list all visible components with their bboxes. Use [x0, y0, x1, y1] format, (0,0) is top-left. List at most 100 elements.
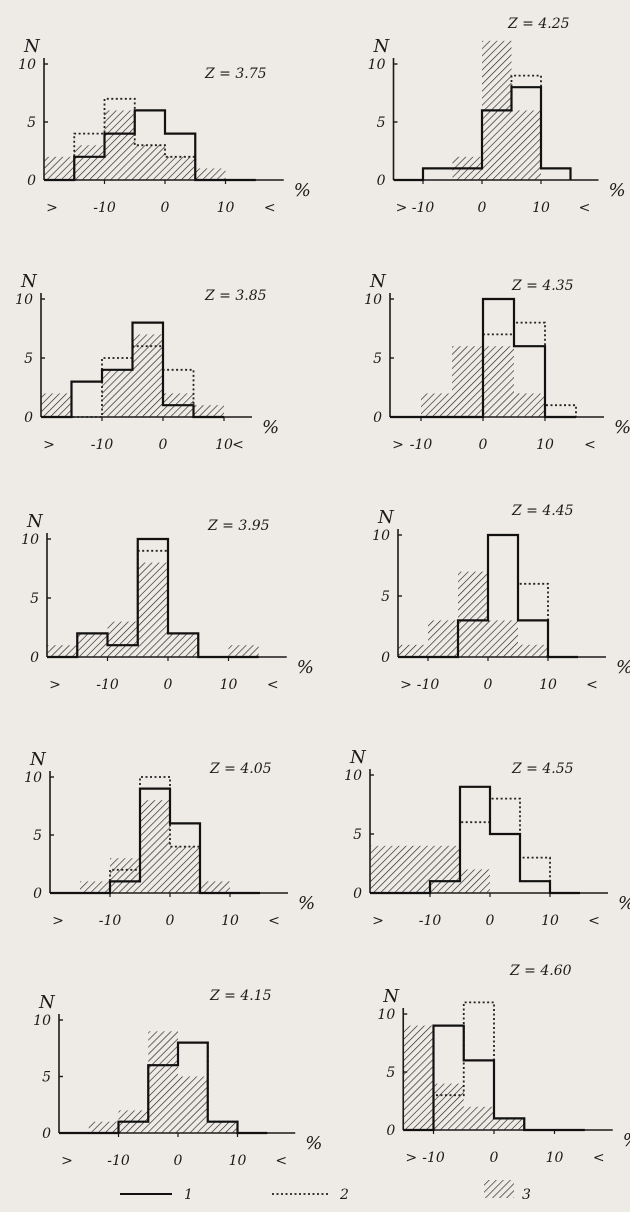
x-axis-unit: % — [609, 180, 626, 201]
y-tick-label: 5 — [42, 1070, 51, 1086]
y-tick-label: 10 — [24, 770, 42, 786]
x-tick-label: 10 — [536, 437, 554, 453]
x-tick-label: < — [586, 677, 598, 693]
y-axis-label: N — [382, 986, 400, 1007]
x-tick-label: > — [396, 200, 408, 216]
panel-title: Z = 4.35 — [511, 278, 574, 294]
y-tick-label: 10 — [377, 1007, 395, 1023]
hatched-bar — [452, 346, 483, 417]
hatched-bar — [511, 110, 541, 180]
x-tick-label: -10 — [91, 437, 114, 453]
panel-title: Z = 3.95 — [207, 518, 270, 534]
legend-label-3: 3 — [522, 1187, 531, 1203]
panel-title: Z = 4.25 — [507, 16, 570, 32]
x-tick-label: > — [405, 1150, 417, 1166]
hatched-bar — [514, 393, 545, 417]
hatched-bar — [102, 369, 133, 417]
x-tick-label: 10 — [220, 677, 238, 693]
y-tick-label: 0 — [24, 410, 33, 426]
y-tick-label: 0 — [386, 1123, 395, 1139]
y-axis-label: N — [20, 271, 38, 292]
x-tick-label: 10 — [546, 1150, 564, 1166]
x-axis-unit: % — [616, 657, 630, 678]
hatched-bar — [207, 1121, 238, 1133]
panel-title: Z = 4.15 — [209, 988, 272, 1004]
y-axis-label: N — [369, 271, 387, 292]
x-tick-label: -10 — [417, 677, 440, 693]
hatched-bar — [132, 334, 163, 417]
x-tick-label: -10 — [96, 677, 119, 693]
y-tick-label: 5 — [33, 828, 42, 844]
hatched-bar — [134, 145, 165, 180]
hatched-bar — [165, 156, 196, 180]
hatched-bar — [458, 571, 488, 657]
solid-histogram — [47, 537, 259, 659]
hatched-bar — [77, 633, 108, 657]
x-tick-label: > — [49, 677, 61, 693]
solid-histogram — [370, 785, 580, 895]
hatched-bar — [107, 621, 138, 657]
x-tick-label: > — [372, 913, 384, 929]
x-tick-label: < — [268, 913, 280, 929]
hatched-bar — [400, 845, 430, 893]
hatched-bar — [137, 562, 168, 657]
hatched-bar — [228, 645, 259, 657]
hatched-bar — [170, 846, 200, 893]
x-tick-label: < — [275, 1153, 287, 1169]
solid-histogram — [390, 297, 576, 419]
x-axis-unit: % — [614, 417, 630, 438]
y-tick-label: 10 — [18, 57, 36, 73]
hatched-bar — [88, 1121, 119, 1133]
hatched-bar — [178, 1076, 208, 1133]
x-tick-label: 0 — [174, 1153, 183, 1169]
hatched-bar — [494, 1118, 525, 1130]
x-tick-label: -10 — [410, 437, 433, 453]
y-tick-label: 5 — [27, 115, 36, 131]
hatched-bar — [398, 644, 428, 657]
x-axis-unit: % — [305, 1133, 322, 1154]
hatched-bar — [483, 346, 514, 417]
hatched-bar — [200, 881, 230, 893]
x-tick-label: 10 — [221, 913, 239, 929]
x-tick-label: 0 — [166, 913, 175, 929]
y-tick-label: 5 — [373, 351, 382, 367]
hatched-bar — [41, 393, 72, 417]
x-tick-label: 10 — [539, 677, 557, 693]
hatched-bar — [518, 644, 548, 657]
x-tick-label: > — [52, 913, 64, 929]
hatched-bar — [403, 1025, 434, 1130]
legend-hatch-swatch — [484, 1180, 514, 1198]
x-tick-label: < — [232, 437, 244, 453]
hatched-bar — [421, 393, 452, 417]
solid-histogram — [50, 787, 260, 895]
solid-histogram — [403, 1024, 585, 1132]
y-tick-label: 0 — [377, 173, 386, 189]
x-tick-label: 0 — [159, 437, 168, 453]
x-tick-label: 0 — [164, 677, 173, 693]
solid-histogram — [398, 533, 578, 659]
solid-histogram — [59, 1041, 268, 1135]
legend-label-1: 1 — [184, 1187, 193, 1203]
x-tick-label: 0 — [486, 913, 495, 929]
hatched-bar — [44, 156, 75, 180]
panel-title: Z = 4.55 — [511, 761, 574, 777]
legend-label-2: 2 — [339, 1187, 349, 1203]
panel-title: Z = 4.60 — [509, 963, 572, 979]
panel-title: Z = 4.45 — [511, 503, 574, 519]
y-axis-label: N — [26, 511, 44, 532]
y-tick-label: 0 — [33, 886, 42, 902]
panel-title: Z = 3.75 — [204, 66, 267, 82]
y-tick-label: 10 — [344, 768, 362, 784]
x-tick-label: < — [593, 1150, 605, 1166]
x-tick-label: -10 — [422, 1150, 445, 1166]
solid-histogram — [44, 109, 256, 182]
y-tick-label: 10 — [372, 528, 390, 544]
hatched-bar — [110, 858, 140, 893]
